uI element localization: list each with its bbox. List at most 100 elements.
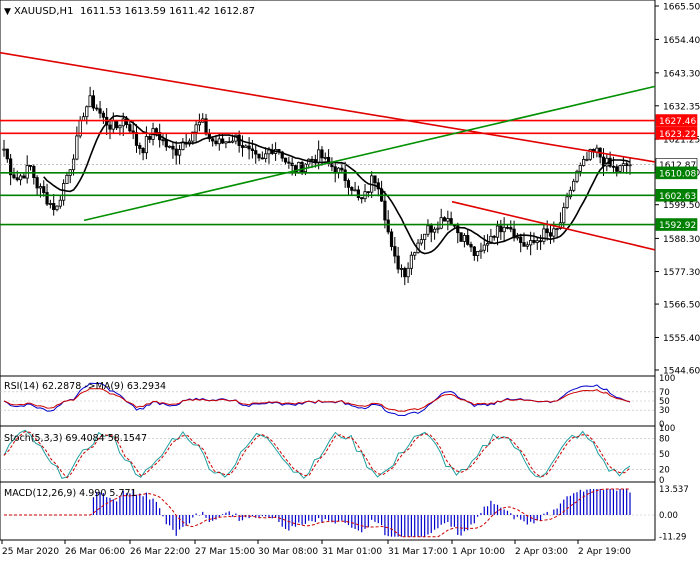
candle-body [32, 165, 36, 179]
macd-tick-label: 0.00 [659, 511, 678, 521]
candle-body [171, 145, 175, 150]
price-level-value: 1610.08 [659, 169, 696, 179]
candle-body [42, 186, 46, 193]
candle-body [618, 165, 622, 172]
macd-pane[interactable] [0, 481, 656, 541]
symbol-label: XAUUSD,H1 [14, 6, 73, 17]
candle-body [148, 136, 152, 140]
rsi-label: RSI(14) 62.2878 ->MA(9) 63.2934 [4, 381, 166, 392]
candle-body [174, 148, 178, 156]
candle-body [221, 138, 225, 144]
candle-body [575, 170, 579, 182]
price-level-value: 1623.22 [659, 130, 696, 140]
candle-body [108, 124, 112, 130]
candle-body [244, 145, 248, 148]
candle-body [426, 225, 430, 235]
price-tick-label: 1544.60 [663, 367, 700, 377]
stoch-label: Stoch(5,3,3) 69.4084 58.1547 [4, 433, 147, 444]
candle-body [95, 107, 99, 110]
candle-body [429, 225, 433, 233]
candle-body [317, 149, 321, 163]
rsi-ma-line [3, 388, 631, 412]
candle-body [535, 240, 539, 243]
candle-body [396, 255, 400, 270]
candle-body [88, 95, 92, 108]
candle-body [28, 165, 33, 167]
candle-body [515, 236, 519, 239]
candle-body [211, 138, 215, 142]
candle-body [227, 141, 231, 144]
candle-body [356, 189, 361, 198]
candle-body [65, 174, 69, 184]
candle-body [164, 139, 168, 148]
candle-body [360, 197, 364, 200]
candle-body [247, 145, 251, 150]
candle-body [75, 135, 79, 160]
time-tick-label: 2 Apr 03:00 [515, 547, 568, 557]
candle-body [48, 203, 52, 205]
macd-tick-label: 13.537 [659, 485, 689, 495]
candle-body [562, 207, 566, 224]
candle-body [572, 180, 576, 191]
candle-body [555, 228, 559, 230]
candle-body [177, 149, 182, 156]
candle-body [525, 244, 529, 247]
candle-body [12, 174, 16, 179]
candle-body [393, 246, 397, 257]
candle-body [138, 145, 142, 149]
candle-body [257, 153, 261, 159]
candle-body [260, 157, 264, 160]
candle-body [141, 148, 145, 154]
price-tick-label: 1665.50 [663, 3, 700, 13]
candle-body [144, 136, 149, 154]
price-level-badge [655, 126, 698, 140]
candle-body [512, 228, 516, 239]
candle-body [509, 227, 513, 230]
candle-body [548, 232, 553, 237]
candle-body [62, 183, 66, 201]
candle-body [585, 158, 589, 161]
candle-body [479, 249, 483, 252]
candle-body [499, 225, 503, 233]
time-tick-label: 26 Mar 06:00 [65, 547, 125, 557]
price-level-value: 1612.87 [659, 161, 696, 171]
rsi-tick-label: 70 [659, 388, 670, 398]
candle-body [240, 145, 245, 148]
candle-body [134, 132, 139, 146]
price-level-value: 1627.46 [659, 117, 696, 127]
candle-body [456, 225, 460, 234]
candle-body [2, 148, 6, 151]
price-level-badge [655, 188, 698, 202]
candle-body [423, 233, 427, 240]
candle-body [439, 217, 443, 229]
candle-body [419, 239, 423, 244]
candle-body [386, 219, 390, 233]
candle-body [91, 95, 96, 109]
rsi-tick-label: 0 [659, 420, 664, 430]
candle-body [5, 148, 9, 160]
candle-body [101, 112, 105, 118]
time-tick-label: 30 Mar 08:00 [258, 547, 318, 557]
stoch-tick-label: 80 [659, 434, 670, 444]
candle-body [432, 228, 437, 233]
main-pane[interactable] [0, 0, 656, 377]
candle-body [224, 141, 228, 144]
time-tick-label: 1 Apr 10:00 [452, 547, 505, 557]
price-level-badge [655, 218, 698, 231]
candle-body [340, 167, 344, 171]
candle-body [38, 186, 43, 189]
candle-body [320, 149, 324, 159]
symbol-dropdown-icon[interactable]: ▼ [4, 7, 11, 17]
candle-body [552, 228, 556, 237]
candle-body [529, 240, 533, 246]
candle-body [383, 200, 387, 221]
candle-body [565, 196, 569, 208]
candle-body [568, 189, 572, 198]
price-tick-label: 1621.25 [663, 136, 700, 146]
candle-body [353, 189, 357, 192]
candle-body [55, 205, 59, 211]
candle-body [611, 165, 616, 168]
candle-body [413, 252, 417, 256]
candle-body [131, 130, 135, 133]
